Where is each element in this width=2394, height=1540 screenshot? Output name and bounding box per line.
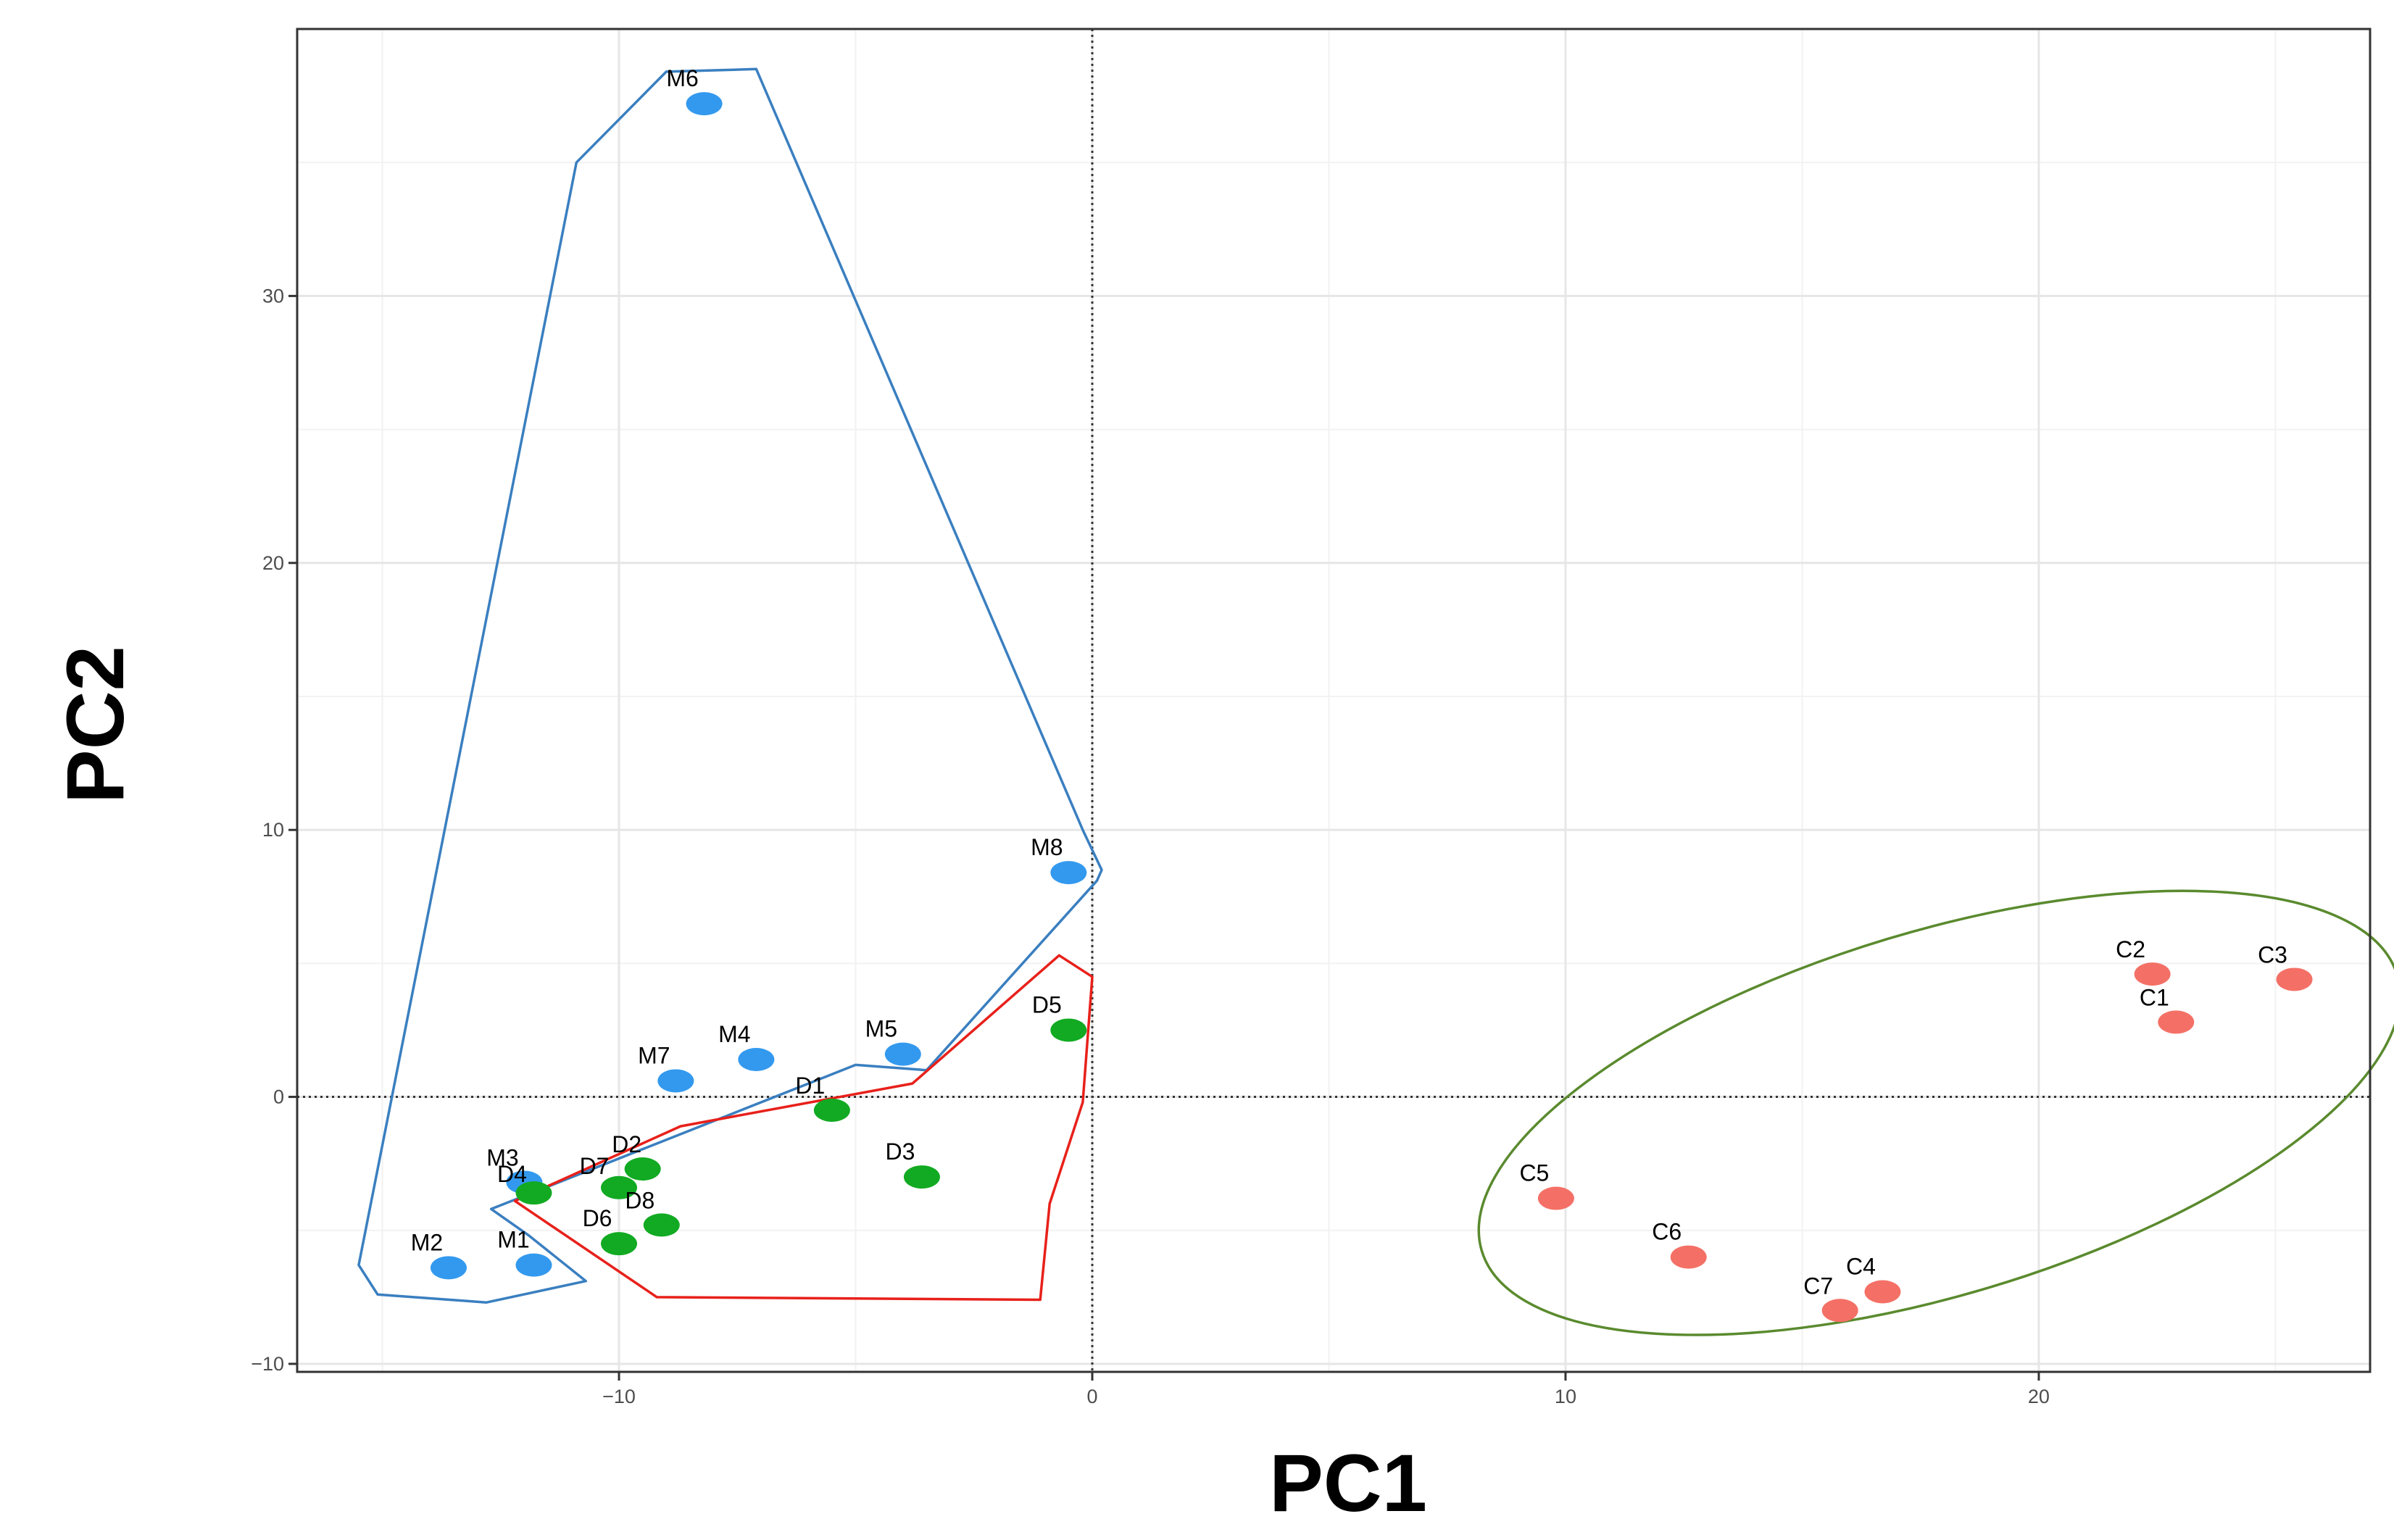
data-point-D5	[1050, 1018, 1087, 1042]
axis-ticks: −10 0 10 20 −10 0 10 20 30	[251, 285, 2050, 1407]
x-tick-label: 0	[1086, 1386, 1097, 1407]
point-label-C5: C5	[1519, 1160, 1549, 1186]
data-point-D1	[813, 1098, 850, 1122]
point-label-D5: D5	[1032, 991, 1062, 1017]
plot-panel-border	[296, 28, 2372, 1373]
data-point-D4	[515, 1181, 552, 1205]
data-point-M2	[430, 1256, 467, 1280]
data-point-M5	[884, 1042, 921, 1066]
point-label-M3: M3	[486, 1144, 518, 1170]
point-label-C3: C3	[2258, 941, 2287, 967]
point-label-D4: D4	[497, 1161, 527, 1187]
data-point-C2	[2134, 962, 2171, 986]
data-point-C1	[2158, 1010, 2195, 1034]
point-label-C1: C1	[2140, 984, 2169, 1010]
y-tick-label: 0	[273, 1086, 284, 1108]
data-point-M1	[515, 1253, 552, 1277]
point-label-D3: D3	[885, 1139, 915, 1165]
point-label-M4: M4	[718, 1021, 750, 1047]
data-point-D6	[601, 1232, 638, 1256]
data-points	[430, 92, 2313, 1323]
x-tick-label: 10	[1555, 1386, 1576, 1407]
point-label-C7: C7	[1803, 1273, 1833, 1299]
data-point-D7	[601, 1175, 638, 1199]
point-label-D1: D1	[795, 1073, 825, 1099]
point-label-D7: D7	[580, 1153, 610, 1179]
point-label-M6: M6	[666, 65, 698, 91]
point-label-M5: M5	[865, 1016, 897, 1042]
y-tick-label: 10	[262, 819, 284, 841]
data-point-M6	[686, 92, 723, 116]
point-label-D6: D6	[583, 1205, 612, 1231]
x-tick-label: 20	[2028, 1386, 2050, 1407]
point-label-C2: C2	[2116, 936, 2145, 962]
x-tick-label: −10	[602, 1386, 636, 1407]
y-tick-label: 30	[262, 285, 284, 307]
group-outlines	[357, 67, 2394, 1336]
data-point-D8	[643, 1213, 680, 1237]
data-point-M8	[1050, 861, 1087, 885]
gridlines	[297, 29, 2370, 1372]
hull-outline-D	[513, 954, 1094, 1302]
data-point-C4	[1864, 1280, 1901, 1304]
y-tick-label: 20	[262, 552, 284, 574]
y-tick-label: −10	[251, 1353, 284, 1375]
point-label-M8: M8	[1031, 834, 1063, 860]
data-point-D3	[903, 1165, 940, 1189]
point-label-D8: D8	[625, 1187, 654, 1213]
data-point-C7	[1821, 1299, 1858, 1323]
data-point-D2	[624, 1157, 661, 1181]
data-point-C3	[2276, 967, 2313, 991]
y-axis-title: PC2	[50, 646, 141, 804]
data-point-M7	[657, 1069, 694, 1093]
point-label-M1: M1	[497, 1227, 529, 1253]
point-label-D2: D2	[612, 1131, 641, 1157]
data-point-C5	[1537, 1186, 1574, 1210]
data-point-M4	[738, 1047, 775, 1071]
ellipse-outline-C	[1477, 889, 2394, 1336]
reference-lines	[297, 29, 2370, 1372]
point-labels: M1 M2 M3 M4 M5 M6 M7 M8 D1 D2 D3 D4 D5 D6 D7 D8 C1 C2 C3 C4…	[411, 65, 2287, 1299]
point-label-C6: C6	[1652, 1219, 1682, 1245]
point-label-M7: M7	[638, 1042, 670, 1068]
point-label-C4: C4	[1846, 1253, 1876, 1279]
x-axis-title: PC1	[1269, 1438, 1427, 1528]
point-label-M2: M2	[411, 1229, 443, 1255]
data-point-C6	[1670, 1245, 1707, 1269]
